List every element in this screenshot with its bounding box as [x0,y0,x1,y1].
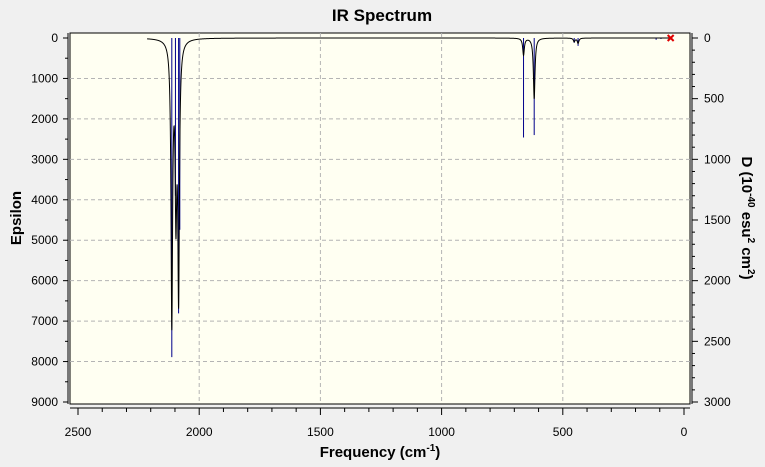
y-left-tick-label: 2000 [31,112,58,126]
y-right-title-part-5: cm [738,243,755,269]
y-right-title-part-1: D (10 [738,156,755,193]
x-tick-label: 2500 [65,425,92,439]
y-right-tick-label: 2500 [704,334,731,348]
y-left-tick-label: 1000 [31,71,58,85]
y-left-tick-label: 0 [51,31,58,45]
y-left-tick-label: 4000 [31,193,58,207]
marker-layer [666,34,675,42]
y-right-tick-label: 1000 [704,152,731,166]
grid-layer [70,33,690,404]
x-axis-title: Frequency (cm-1) [320,443,441,461]
x-tick-label: 1000 [428,425,455,439]
y-right-title-part-3: esu [738,208,755,238]
x-axis-title-main: Frequency (cm [320,444,427,461]
y-right-tick-label: 3000 [704,395,731,409]
plot-area [69,32,691,405]
x-tick-label: 0 [681,425,688,439]
y-right-title-part-4: 2 [745,238,756,244]
y-left-tick-label: 9000 [31,395,58,409]
y-right-title-part-7: ) [738,275,755,280]
x-axis-title-superscript: -1 [426,443,435,454]
y-right-tick-label: 0 [704,31,711,45]
y-left-tick-label: 8000 [31,355,58,369]
y-right-tick-label: 2000 [704,274,731,288]
y-right-title-part-6: 2 [745,269,756,275]
y-left-tick-label: 6000 [31,274,58,288]
y-right-title-part-2: -40 [745,193,756,208]
y-right-tick-label: 500 [704,92,724,106]
spectrum-line [147,37,670,331]
y-right-tick-label: 1500 [704,213,731,227]
x-axis-title-end: ) [435,444,440,461]
x-tick-label: 2000 [186,425,213,439]
ticks-layer: 2500 2000 1500 1000 500 001000200030004000500… [31,31,731,439]
x-tick-label: 500 [553,425,573,439]
y-axis-left-title: Epsilon [8,191,25,245]
x-tick-label: 1500 [307,425,334,439]
y-left-tick-label: 5000 [31,233,58,247]
marker-cross-b [666,34,675,42]
chart-title: IR Spectrum [332,6,432,25]
y-axis-right-title: D (10-40 esu2 cm2) [738,156,756,279]
y-left-tick-label: 7000 [31,314,58,328]
y-left-tick-label: 3000 [31,152,58,166]
